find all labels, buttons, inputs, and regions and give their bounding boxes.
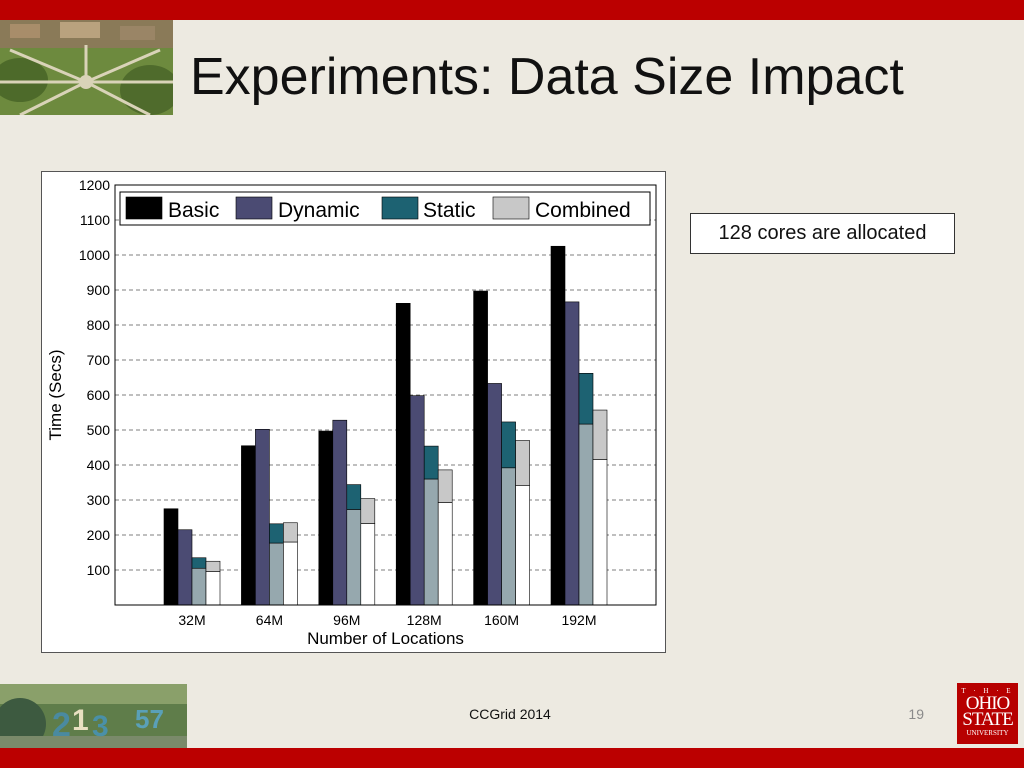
svg-text:57: 57 (135, 704, 164, 734)
page-number: 19 (908, 706, 924, 722)
svg-text:2: 2 (52, 706, 71, 744)
bar-dynamic (409, 395, 425, 606)
y-axis-label: Time (Secs) (46, 350, 65, 441)
bar-static-lower (501, 467, 516, 606)
bar-basic (395, 303, 411, 606)
bar-basic (550, 245, 566, 606)
y-tick-label: 600 (87, 387, 111, 403)
x-axis-label: Number of Locations (307, 629, 464, 648)
legend-label-static: Static (423, 199, 476, 222)
bar-dynamic (255, 428, 270, 606)
campus-aerial-photo (0, 20, 173, 115)
svg-text:3: 3 (92, 710, 109, 743)
bar-combined-upper (437, 469, 453, 503)
legend-swatch-combined (492, 196, 530, 220)
x-tick-label: 128M (407, 612, 442, 628)
bar-combined-lower (205, 571, 221, 606)
y-tick-label: 400 (87, 457, 111, 473)
x-tick-label: 192M (561, 612, 596, 628)
logo-line-university: UNIVERSITY (966, 729, 1009, 737)
bar-basic (318, 430, 334, 606)
bar-combined-upper (592, 409, 608, 460)
slide-title: Experiments: Data Size Impact (190, 48, 904, 106)
bar-combined-lower (592, 459, 608, 606)
y-tick-label: 1200 (79, 177, 110, 193)
bar-chart: 100 200 300 400 500 600 700 800 900 1000 1100 1200 3… (41, 171, 666, 653)
footer-text: CCGrid 2014 (469, 706, 551, 722)
legend-label-basic: Basic (168, 199, 219, 222)
y-tick-label: 900 (87, 282, 111, 298)
x-tick-label: 32M (178, 612, 205, 628)
bar-static-upper (269, 523, 284, 544)
bar-static-upper (501, 421, 516, 469)
x-tick-label: 96M (333, 612, 360, 628)
logo-line-ohio: OHIO (965, 693, 1011, 714)
legend-swatch-basic (125, 196, 163, 220)
cores-note: 128 cores are allocated (690, 213, 955, 254)
bottom-accent-bar (0, 748, 1024, 768)
bar-dynamic (487, 383, 502, 606)
x-tick-label: 64M (256, 612, 283, 628)
bar-static-upper (346, 484, 362, 510)
plot-frame (114, 184, 657, 606)
legend-label-dynamic: Dynamic (278, 199, 360, 222)
bar-combined-lower (360, 523, 376, 606)
bar-static-upper (191, 557, 207, 569)
bar-combined-upper (515, 440, 530, 486)
bar-combined-upper (205, 560, 221, 572)
legend-swatch-dynamic (235, 196, 273, 220)
number-sculpture-photo: 2 1 3 57 (0, 684, 187, 748)
bar-combined-lower (515, 485, 530, 606)
svg-text:1: 1 (72, 704, 89, 737)
legend-swatch-static (381, 196, 419, 220)
bar-static-lower (578, 423, 594, 606)
y-tick-label: 100 (87, 562, 111, 578)
bar-basic (241, 445, 256, 606)
logo-line-the: T · H · E (961, 687, 1014, 695)
top-accent-bar (0, 0, 1024, 20)
bar-dynamic (564, 301, 580, 606)
y-tick-label: 1100 (80, 212, 110, 228)
bar-static-lower (191, 567, 207, 606)
bar-dynamic (332, 419, 348, 606)
bar-combined-lower (283, 541, 298, 606)
y-tick-label: 700 (87, 352, 111, 368)
y-tick-label: 200 (87, 527, 111, 543)
x-tick-label: 160M (484, 612, 519, 628)
bar-static-upper (423, 445, 439, 480)
bar-combined-upper (360, 498, 376, 524)
chart-svg: 100 200 300 400 500 600 700 800 900 1000 1100 1200 3… (46, 177, 657, 648)
y-tick-label: 800 (87, 317, 111, 333)
y-tick-label: 300 (87, 492, 111, 508)
bar-static-lower (269, 542, 284, 606)
logo-line-state: STATE (962, 709, 1013, 730)
bar-static-upper (578, 373, 594, 425)
bar-static-lower (423, 478, 439, 606)
bar-basic (473, 290, 488, 606)
bar-static-lower (346, 509, 362, 606)
bar-combined-upper (283, 522, 298, 543)
bar-dynamic (177, 529, 193, 606)
bar-combined-lower (437, 502, 453, 606)
bar-basic (163, 508, 179, 606)
ohio-state-logo: T · H · E OHIO STATE UNIVERSITY (957, 683, 1018, 744)
y-tick-label: 500 (87, 422, 111, 438)
y-tick-label: 1000 (79, 247, 110, 263)
legend-label-combined: Combined (535, 199, 631, 222)
